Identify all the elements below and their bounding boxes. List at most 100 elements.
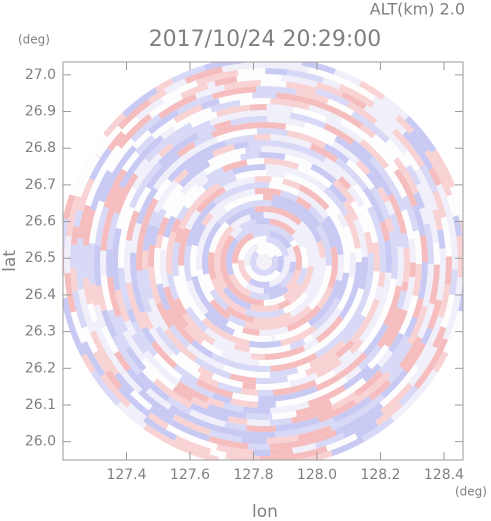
echo-segment	[288, 261, 296, 274]
echo-segment	[239, 218, 257, 231]
echo-segment	[265, 68, 288, 76]
echo-segment	[407, 305, 428, 345]
echo-segment	[334, 157, 360, 181]
echo-segment	[402, 150, 421, 172]
echo-segment	[368, 138, 399, 173]
echo-segment	[452, 215, 463, 237]
echo-segment	[246, 413, 273, 420]
y-tick-label: 26.6	[25, 214, 56, 230]
echo-segment	[208, 192, 242, 217]
echo-segment	[172, 385, 194, 403]
echo-segment	[295, 89, 330, 105]
echo-segment	[442, 297, 461, 341]
echo-segment	[315, 358, 343, 378]
echo-segment	[242, 406, 271, 414]
echo-segment	[333, 396, 373, 423]
echo-segment	[204, 62, 245, 71]
echo-segment	[101, 309, 118, 339]
echo-segment	[249, 303, 280, 312]
echo-segment	[142, 416, 178, 441]
echo-segment	[263, 295, 286, 306]
echo-segment	[416, 303, 435, 339]
echo-segment	[116, 113, 153, 149]
echo-segment	[222, 286, 252, 310]
echo-segment	[331, 141, 360, 165]
echo-segment	[317, 399, 357, 423]
echo-segment	[166, 396, 192, 415]
echo-segment	[89, 169, 113, 211]
echo-segment	[234, 224, 269, 242]
echo-segment	[265, 170, 286, 179]
altitude-label: ALT(km) 2.0	[370, 0, 465, 19]
echo-segment	[268, 285, 290, 300]
echo-segment	[387, 180, 407, 212]
echo-segment	[456, 235, 463, 278]
echo-segment	[342, 409, 384, 439]
echo-segment	[366, 171, 382, 190]
echo-segment	[194, 120, 212, 132]
echo-segment	[270, 200, 303, 219]
y-tick-label: 26.2	[25, 360, 56, 376]
echo-segment	[233, 141, 250, 150]
echo-segment	[271, 176, 284, 185]
echo-segment	[190, 244, 198, 277]
echo-segment	[251, 110, 292, 119]
echo-segment	[423, 223, 434, 264]
echo-segment	[301, 127, 335, 147]
echo-segment	[147, 297, 169, 332]
echo-segment	[266, 434, 299, 444]
echo-segment	[384, 217, 395, 232]
echo-segment	[245, 282, 264, 294]
echo-segment	[266, 104, 294, 113]
echo-segment	[365, 252, 374, 285]
echo-segment	[148, 266, 162, 305]
echo-segment	[316, 321, 347, 350]
echo-segment	[186, 343, 225, 371]
echo-segment	[284, 269, 301, 291]
echo-segment	[312, 297, 342, 331]
echo-segment	[78, 288, 96, 333]
echo-segment	[367, 344, 390, 370]
echo-segment	[89, 330, 105, 353]
echo-segment	[176, 205, 189, 222]
echo-segment	[308, 205, 326, 224]
echo-segment	[208, 435, 249, 450]
echo-segment	[240, 152, 260, 161]
echo-segment	[307, 384, 346, 408]
echo-segment	[299, 245, 308, 269]
echo-segment	[419, 164, 438, 193]
echo-segment	[239, 188, 256, 199]
echo-segment	[394, 309, 408, 330]
echo-segment	[341, 241, 350, 274]
echo-segment	[236, 182, 270, 193]
echo-segment	[408, 238, 416, 263]
echo-segment	[169, 419, 211, 442]
echo-segment	[384, 327, 400, 348]
echo-segment	[305, 353, 339, 377]
echo-segment	[404, 365, 419, 382]
echo-segment	[166, 231, 177, 259]
echo-segment	[329, 377, 367, 405]
echo-segment	[325, 206, 348, 244]
echo-segment	[84, 164, 109, 207]
echo-segment	[358, 316, 386, 353]
echo-segment	[130, 389, 153, 411]
echo-segment	[275, 255, 284, 274]
echo-segment	[398, 336, 423, 369]
echo-segment	[253, 311, 293, 324]
plot-frame	[62, 61, 464, 461]
echo-segment	[287, 293, 300, 305]
echo-segment	[157, 142, 184, 166]
echo-segment	[350, 282, 372, 323]
echo-segment	[272, 410, 297, 420]
echo-segment	[206, 397, 225, 409]
echo-segment	[298, 213, 323, 243]
echo-segment	[100, 274, 114, 312]
echo-segment	[331, 391, 358, 411]
echo-segment	[172, 414, 211, 436]
echo-segment	[114, 372, 135, 395]
echo-segment	[203, 206, 228, 235]
echo-segment	[224, 421, 247, 432]
echo-segment	[435, 283, 445, 301]
echo-segment	[145, 387, 172, 410]
